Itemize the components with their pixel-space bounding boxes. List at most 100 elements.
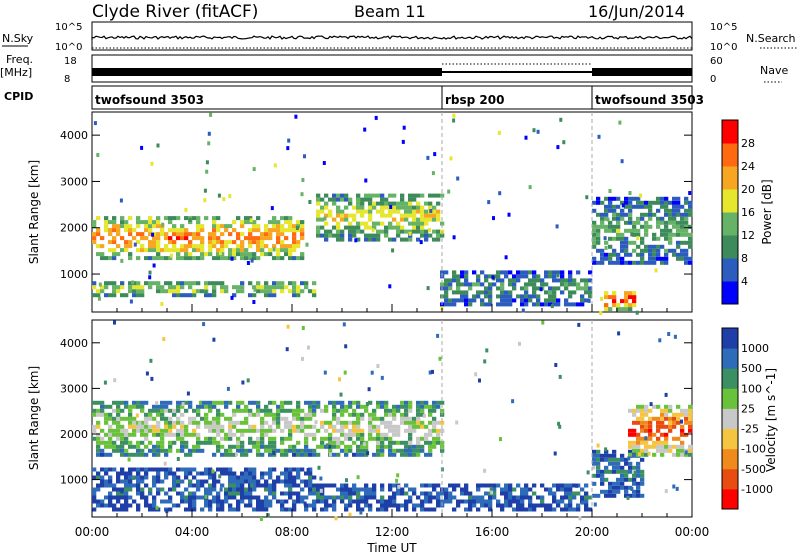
heatmap-cell: [332, 452, 337, 457]
heatmap-cell: [268, 228, 273, 233]
heatmap-speck: [630, 232, 634, 237]
heatmap-cell: [632, 428, 637, 433]
heatmap-cell: [188, 244, 193, 249]
heatmap-cell: [312, 408, 317, 413]
heatmap-cell: [164, 432, 169, 437]
heatmap-cell: [640, 469, 645, 474]
heatmap-cell: [116, 444, 121, 449]
heatmap-cell: [208, 471, 213, 476]
heatmap-cell: [616, 485, 621, 490]
heatmap-cell: [144, 236, 149, 241]
heatmap-cell: [432, 416, 437, 421]
heatmap-cell: [324, 436, 329, 441]
heatmap-cell: [536, 286, 541, 291]
heatmap-cell: [284, 499, 289, 504]
heatmap-cell: [184, 400, 189, 405]
heatmap-cell: [608, 252, 613, 257]
colorbar-swatch: [722, 348, 738, 369]
heatmap-speck: [428, 370, 432, 375]
heatmap-cell: [464, 298, 469, 303]
heatmap-cell: [280, 452, 285, 457]
heatmap-cell: [620, 477, 625, 482]
heatmap-cell: [628, 449, 633, 454]
heatmap-cell: [120, 444, 125, 449]
heatmap-cell: [240, 448, 245, 453]
heatmap-cell: [592, 240, 597, 245]
heatmap-cell: [160, 248, 165, 253]
heatmap-cell: [444, 495, 449, 500]
heatmap-cell: [172, 228, 177, 233]
heatmap-cell: [340, 404, 345, 409]
heatmap-cell: [272, 220, 277, 225]
heatmap-cell: [140, 404, 145, 409]
heatmap-cell: [616, 212, 621, 217]
heatmap-cell: [632, 432, 637, 437]
heatmap-cell: [264, 420, 269, 425]
heatmap-cell: [244, 416, 249, 421]
heatmap-cell: [668, 444, 673, 449]
heatmap-cell: [176, 475, 181, 480]
heatmap-cell: [160, 440, 165, 445]
heatmap-cell: [128, 479, 133, 484]
heatmap-cell: [572, 302, 577, 307]
heatmap-cell: [408, 428, 413, 433]
heatmap-speck: [596, 443, 600, 448]
heatmap-cell: [364, 448, 369, 453]
heatmap-cell: [92, 495, 97, 500]
heatmap-cell: [100, 479, 105, 484]
heatmap-cell: [548, 286, 553, 291]
heatmap-cell: [616, 236, 621, 241]
heatmap-cell: [112, 483, 117, 488]
beam-title: Beam 11: [354, 2, 426, 21]
heatmap-cell: [368, 507, 373, 512]
heatmap-cell: [420, 491, 425, 496]
heatmap-cell: [632, 232, 637, 237]
heatmap-cell: [128, 404, 133, 409]
heatmap-cell: [148, 244, 153, 249]
heatmap-cell: [156, 404, 161, 409]
heatmap-speck: [230, 295, 234, 300]
heatmap-cell: [600, 224, 605, 229]
heatmap-cell: [436, 213, 441, 218]
heatmap-cell: [292, 244, 297, 249]
heatmap-cell: [164, 400, 169, 405]
heatmap-cell: [384, 404, 389, 409]
heatmap-cell: [140, 289, 145, 294]
heatmap-cell: [632, 260, 637, 265]
heatmap-cell: [108, 475, 113, 480]
heatmap-cell: [128, 228, 133, 233]
heatmap-cell: [680, 216, 685, 221]
heatmap-cell: [160, 404, 165, 409]
heatmap-cell: [116, 285, 121, 290]
heatmap-cell: [416, 436, 421, 441]
heatmap-cell: [196, 248, 201, 253]
heatmap-cell: [576, 491, 581, 496]
heatmap-cell: [176, 479, 181, 484]
heatmap-cell: [420, 221, 425, 226]
heatmap-cell: [104, 420, 109, 425]
heatmap-cell: [432, 408, 437, 413]
heatmap-cell: [584, 507, 589, 512]
heatmap-cell: [160, 416, 165, 421]
heatmap-cell: [172, 471, 177, 476]
heatmap-cell: [644, 260, 649, 265]
heatmap-cell: [344, 404, 349, 409]
nsky-label: N.Sky: [2, 32, 34, 45]
heatmap-cell: [668, 408, 673, 413]
heatmap-cell: [264, 495, 269, 500]
heatmap-cell: [296, 475, 301, 480]
heatmap-cell: [644, 248, 649, 253]
heatmap-cell: [296, 495, 301, 500]
heatmap-cell: [472, 495, 477, 500]
heatmap-cell: [120, 224, 125, 229]
heatmap-cell: [380, 483, 385, 488]
heatmap-cell: [240, 471, 245, 476]
heatmap-cell: [140, 487, 145, 492]
heatmap-cell: [472, 499, 477, 504]
heatmap-cell: [392, 416, 397, 421]
heatmap-cell: [596, 212, 601, 217]
heatmap-cell: [636, 232, 641, 237]
heatmap-cell: [208, 475, 213, 480]
heatmap-cell: [320, 209, 325, 214]
